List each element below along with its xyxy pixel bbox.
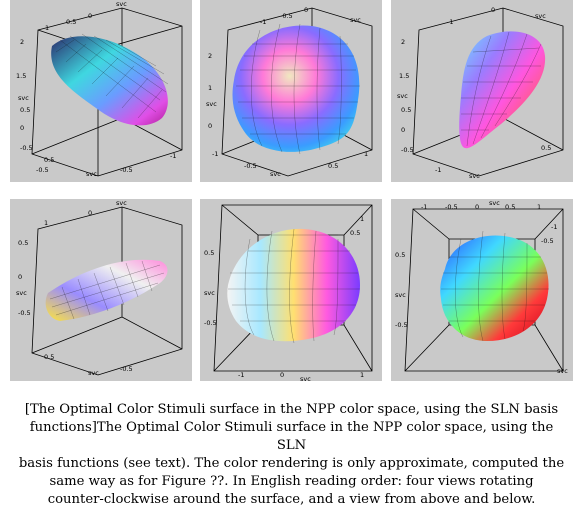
surface-grid: [228, 228, 360, 344]
tick-label: -1: [421, 203, 427, 211]
tick-label: -1: [447, 18, 453, 26]
figure-panel-6: -1 -0.5 0 svc 0.5 1 -1 0.5 svc -0.5 -0.5…: [391, 199, 573, 381]
surface-plot-5: -1 0 svc 1 0.5 svc -0.5 1 0.5: [204, 204, 373, 381]
axis-label: svc: [469, 172, 480, 180]
tick-label: 0.5: [505, 203, 515, 211]
tick-label: 2: [401, 38, 405, 46]
tick-label: -0.5: [36, 166, 49, 174]
tick-label: -0.5: [204, 319, 217, 327]
tick-label: -0.5: [541, 237, 554, 245]
caption-line: basis functions (see text). The color re…: [18, 456, 565, 471]
tick-label: -0.5: [18, 309, 31, 317]
tick-label: 0: [491, 6, 495, 14]
tick-label: 0: [280, 371, 284, 379]
tick-label: -1: [238, 371, 244, 379]
tick-label: 0.5: [350, 229, 360, 237]
surface-grid: [461, 31, 542, 147]
axis-label: svc: [395, 291, 406, 299]
axis-label: svc: [397, 92, 408, 100]
tick-label: -1: [260, 18, 266, 26]
figure-panel-1: 1 0.5 0 svc 2 1.5 svc 0.5 0 -0.5 -0.5 0.…: [10, 0, 192, 182]
tick-label: -0.5: [120, 166, 133, 174]
surface: [440, 235, 549, 341]
tick-label: -0.5: [120, 365, 133, 373]
tick-label: 1: [44, 219, 48, 227]
tick-label: 1: [364, 150, 368, 158]
tick-label: -1: [435, 166, 441, 174]
tick-label: 0: [88, 209, 92, 217]
tick-label: 0.5: [66, 18, 76, 26]
axis-label: svc: [557, 367, 568, 375]
axis-label: svc: [16, 289, 27, 297]
surface-plot-6: -1 -0.5 0 svc 0.5 1 -1 0.5 svc -0.5 -0.5…: [395, 199, 568, 375]
tick-label: 1: [537, 203, 541, 211]
tick-label: 0.5: [395, 251, 405, 259]
caption-line: same way as for Figure ??. In English re…: [49, 474, 534, 489]
tick-label: -1: [212, 150, 218, 158]
surface-plot-2: -1 -0.5 0 svc 2 1 svc 0 -1 -0.5 svc 0.5 …: [206, 6, 373, 178]
surface: [232, 25, 360, 152]
axis-label: svc: [88, 369, 99, 377]
tick-label: -0.5: [445, 203, 458, 211]
tick-label: 0.5: [20, 106, 30, 114]
tick-label: 0: [304, 6, 308, 14]
caption-line: [The Optimal Color Stimuli surface in th…: [24, 402, 559, 417]
caption-line: functions]The Optimal Color Stimuli surf…: [29, 420, 554, 453]
tick-label: 1: [208, 84, 212, 92]
tick-label: 0.5: [401, 106, 411, 114]
surface-plot-3: -1 0 svc 2 1.5 svc 0.5 0 -0.5 -1 svc 0.5: [397, 6, 564, 180]
tick-label: 0.5: [204, 249, 214, 257]
surface-plot-1: 1 0.5 0 svc 2 1.5 svc 0.5 0 -0.5 -0.5 0.…: [16, 0, 183, 178]
tick-label: 2: [208, 52, 212, 60]
axis-label: svc: [86, 170, 97, 178]
axis-label: svc: [535, 12, 546, 20]
surface-grid: [55, 33, 169, 119]
tick-label: 0.5: [328, 162, 338, 170]
axis-label: svc: [116, 0, 127, 8]
surface: [459, 31, 546, 149]
tick-label: -0.5: [244, 162, 257, 170]
tick-label: 0: [208, 122, 212, 130]
tick-label: 1: [45, 24, 49, 32]
tick-label: 2: [20, 38, 24, 46]
axis-label: svc: [204, 289, 215, 297]
surface: [227, 228, 360, 342]
tick-label: 1.5: [16, 72, 26, 80]
tick-label: 0: [18, 273, 22, 281]
figure-caption: [The Optimal Color Stimuli surface in th…: [18, 401, 565, 509]
tick-label: 0: [475, 203, 479, 211]
tick-label: -0.5: [401, 146, 414, 154]
tick-label: 0.5: [44, 156, 54, 164]
surface-grid: [236, 23, 360, 155]
caption-line: counter-clockwise around the surface, an…: [47, 492, 536, 507]
tick-label: 0: [88, 12, 92, 20]
tick-label: 0.5: [44, 353, 54, 361]
surface-grid: [49, 260, 165, 320]
axis-label: svc: [350, 16, 361, 24]
figure-panel-4: 1 0 svc 0.5 0 svc -0.5 0.5 svc -0.5: [10, 199, 192, 381]
tick-label: -0.5: [395, 321, 408, 329]
axis-label: svc: [270, 170, 281, 178]
tick-label: 0: [20, 124, 24, 132]
axis-label: svc: [116, 199, 127, 207]
axis-label: svc: [489, 199, 500, 207]
tick-label: 0: [401, 126, 405, 134]
tick-label: 1.5: [399, 72, 409, 80]
axis-label: svc: [206, 100, 217, 108]
tick-label: 0.5: [18, 239, 28, 247]
axis-label: svc: [18, 94, 29, 102]
figure-panel-2: -1 -0.5 0 svc 2 1 svc 0 -1 -0.5 svc 0.5 …: [200, 0, 382, 182]
tick-label: -0.5: [20, 144, 33, 152]
surface-plot-4: 1 0 svc 0.5 0 svc -0.5 0.5 svc -0.5: [16, 199, 183, 377]
tick-label: 0.5: [541, 144, 551, 152]
tick-label: -0.5: [280, 12, 293, 20]
tick-label: 1: [360, 371, 364, 379]
figure-panel-5: -1 0 svc 1 0.5 svc -0.5 1 0.5: [200, 199, 382, 381]
figure-panel-3: -1 0 svc 2 1.5 svc 0.5 0 -0.5 -1 svc 0.5: [391, 0, 573, 182]
axis-label: svc: [300, 375, 311, 381]
tick-label: -1: [551, 223, 557, 231]
tick-label: 1: [360, 215, 364, 223]
tick-label: -1: [170, 152, 176, 160]
surface: [51, 36, 168, 126]
